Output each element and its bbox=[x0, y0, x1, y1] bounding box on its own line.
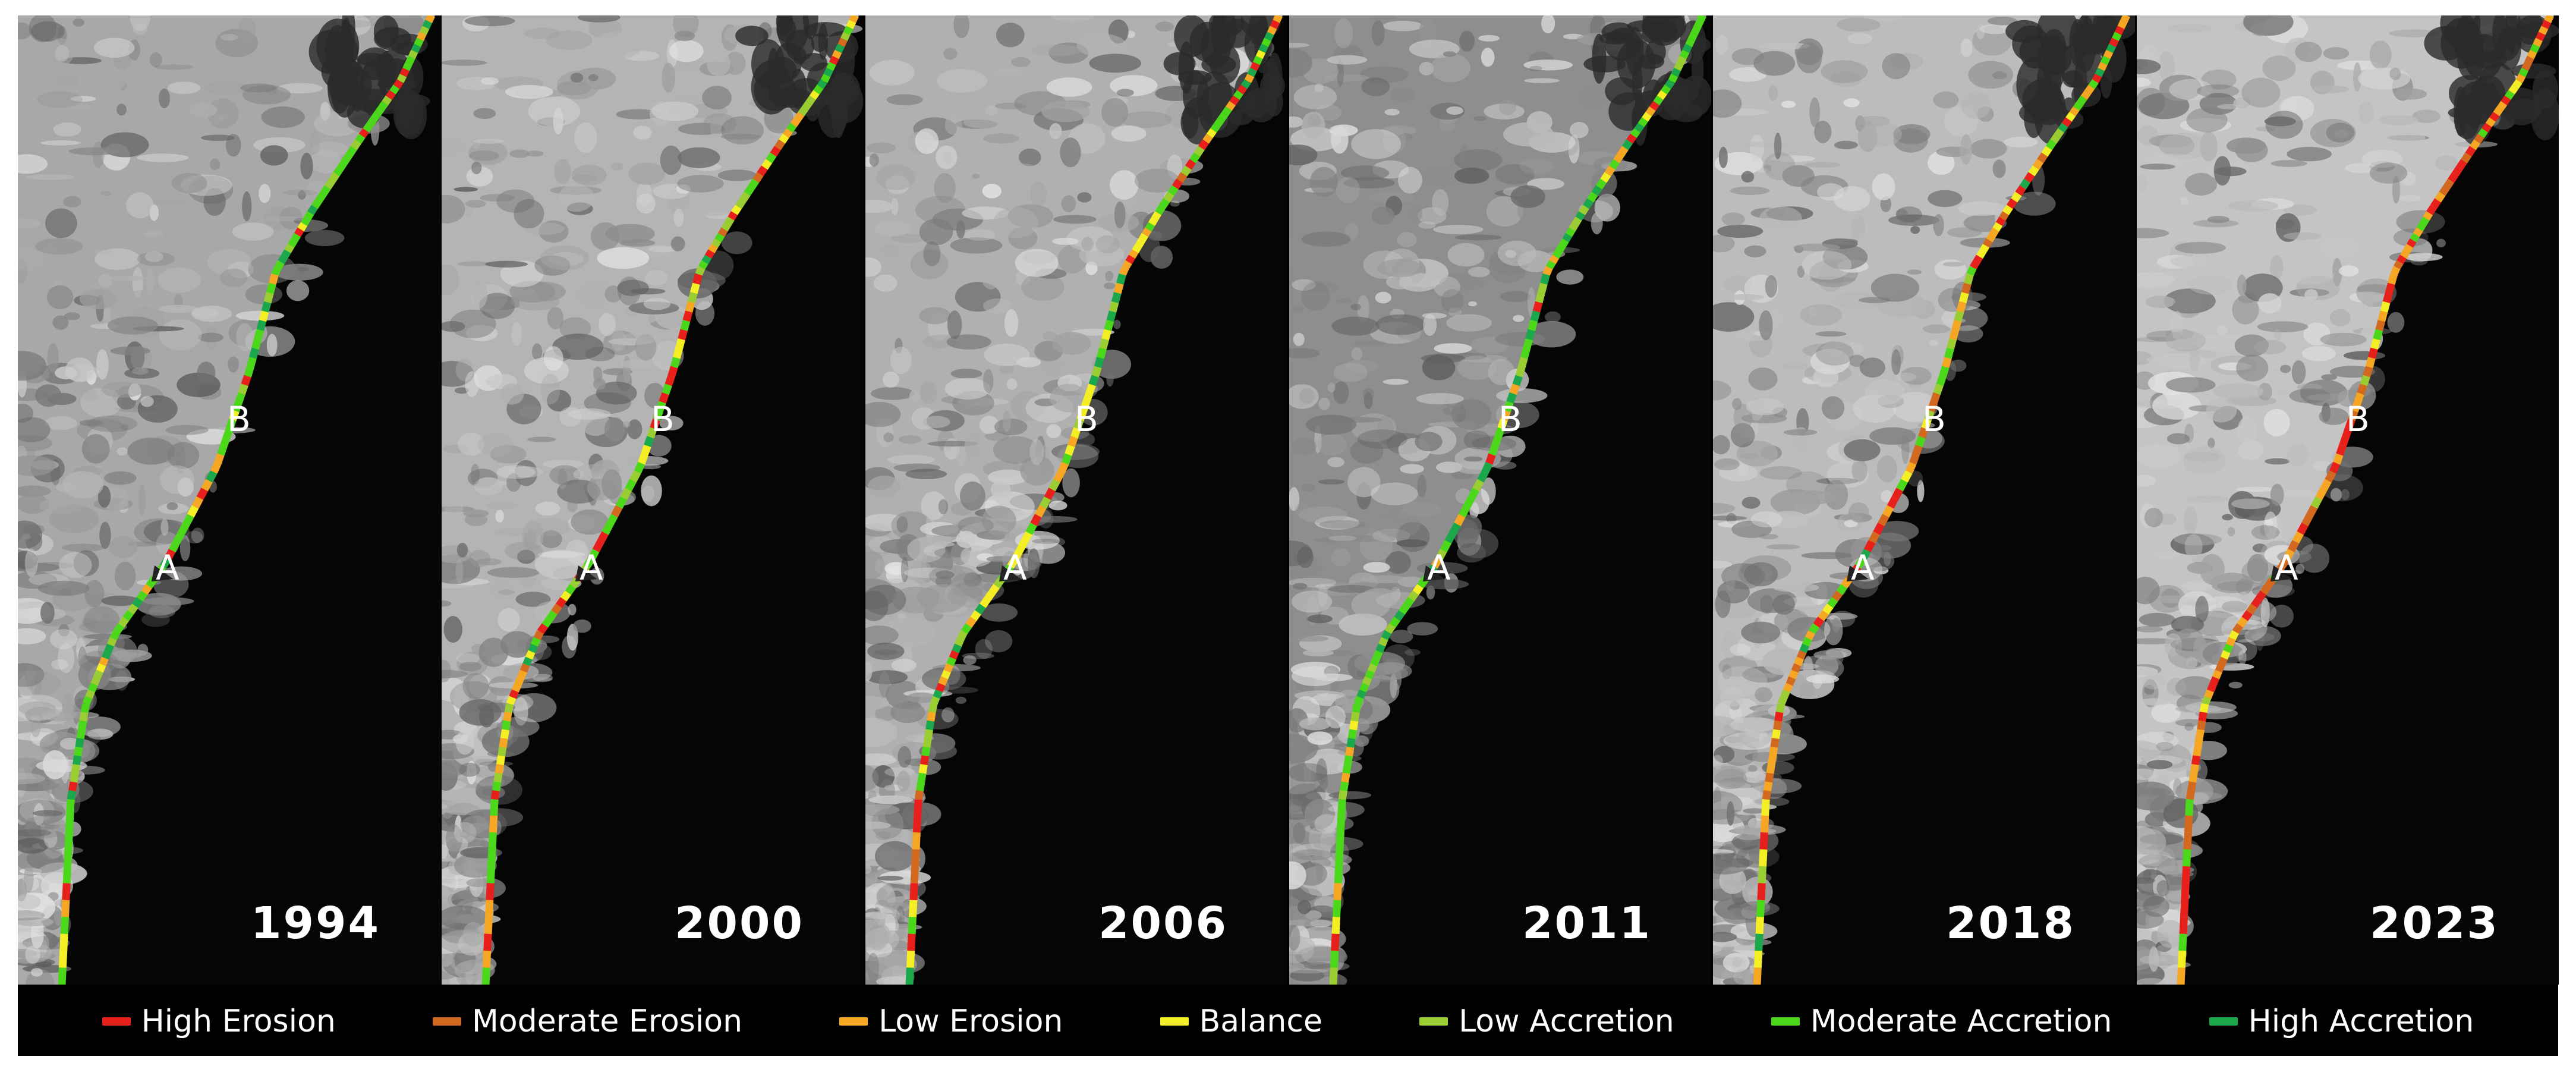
swatch-icon bbox=[433, 1017, 462, 1026]
legend-item-moderate-accretion: Moderate Accretion bbox=[1771, 1004, 2112, 1039]
marker-a: A bbox=[1851, 548, 1875, 588]
panel-2023: B A 2023 bbox=[2137, 15, 2559, 985]
year-label: 2011 bbox=[1522, 898, 1652, 949]
land-area bbox=[18, 15, 435, 985]
satellite-image bbox=[2137, 15, 2559, 985]
legend-item-high-erosion: High Erosion bbox=[102, 1004, 336, 1039]
shoreline-change-figure: B A 1994 B A 2000 B A 2006 B A 2011 B A … bbox=[18, 15, 2559, 1056]
legend-item-balance: Balance bbox=[1160, 1004, 1322, 1039]
year-label: 1994 bbox=[251, 898, 380, 949]
legend: High Erosion Moderate Erosion Low Erosio… bbox=[18, 987, 2558, 1056]
marker-a: A bbox=[580, 548, 603, 588]
river-mouth bbox=[1847, 565, 1869, 581]
legend-label: Low Accretion bbox=[1459, 1004, 1674, 1039]
legend-label: Moderate Erosion bbox=[472, 1004, 743, 1039]
river-mouth bbox=[1423, 565, 1445, 581]
swatch-icon bbox=[1160, 1017, 1189, 1026]
marker-a: A bbox=[156, 548, 179, 588]
land-texture bbox=[18, 15, 430, 985]
panel-2011: B A 2011 bbox=[1289, 15, 1711, 985]
land-texture bbox=[1289, 15, 1711, 985]
land-texture bbox=[865, 15, 1285, 985]
marker-b: B bbox=[651, 399, 675, 439]
swatch-icon bbox=[102, 1017, 131, 1026]
shoreline-change-segments bbox=[1753, 15, 2130, 985]
swatch-icon bbox=[1771, 1017, 1800, 1026]
legend-label: Balance bbox=[1199, 1004, 1322, 1039]
marker-a: A bbox=[1427, 548, 1451, 588]
shoreline-change-segments bbox=[1329, 15, 1706, 985]
marker-a: A bbox=[1003, 548, 1027, 588]
marker-b: B bbox=[1922, 399, 1946, 439]
land-area bbox=[2137, 15, 2554, 985]
shoreline-change-segments bbox=[58, 15, 435, 985]
satellite-panels: B A 1994 B A 2000 B A 2006 B A 2011 B A … bbox=[18, 15, 2559, 985]
shoreline-change-segments bbox=[2177, 15, 2554, 985]
marker-b: B bbox=[227, 399, 251, 439]
legend-item-low-erosion: Low Erosion bbox=[839, 1004, 1063, 1039]
marker-a: A bbox=[2275, 548, 2298, 588]
swatch-icon bbox=[1419, 1017, 1448, 1026]
swatch-icon bbox=[839, 1017, 868, 1026]
year-label: 2018 bbox=[1946, 898, 2076, 949]
satellite-image bbox=[442, 15, 864, 985]
legend-label: High Erosion bbox=[141, 1004, 336, 1039]
satellite-image bbox=[1289, 15, 1711, 985]
shoreline-change-segments bbox=[481, 15, 859, 985]
swatch-icon bbox=[2209, 1017, 2238, 1026]
legend-label: Low Erosion bbox=[878, 1004, 1063, 1039]
legend-label: Moderate Accretion bbox=[1810, 1004, 2112, 1039]
satellite-image bbox=[865, 15, 1285, 985]
land-texture bbox=[442, 15, 864, 985]
legend-label: High Accretion bbox=[2248, 1004, 2474, 1039]
land-area bbox=[865, 15, 1283, 985]
legend-item-high-accretion: High Accretion bbox=[2209, 1004, 2474, 1039]
panel-2000: B A 2000 bbox=[442, 15, 864, 985]
river-mouth bbox=[999, 565, 1021, 581]
river-mouth bbox=[2270, 565, 2292, 581]
legend-item-low-accretion: Low Accretion bbox=[1419, 1004, 1674, 1039]
legend-item-moderate-erosion: Moderate Erosion bbox=[433, 1004, 742, 1039]
shoreline-change-segments bbox=[905, 15, 1283, 985]
land-area bbox=[1713, 15, 2130, 985]
marker-b: B bbox=[2346, 399, 2370, 439]
year-label: 2000 bbox=[675, 898, 804, 949]
river-mouth bbox=[152, 565, 174, 581]
satellite-image bbox=[1713, 15, 2135, 985]
satellite-image bbox=[18, 15, 435, 985]
marker-b: B bbox=[1498, 399, 1522, 439]
river-mouth bbox=[575, 565, 597, 581]
panel-1994: B A 1994 bbox=[18, 15, 440, 985]
marker-b: B bbox=[1075, 399, 1098, 439]
panel-2006: B A 2006 bbox=[865, 15, 1287, 985]
panel-2018: B A 2018 bbox=[1713, 15, 2135, 985]
year-label: 2006 bbox=[1098, 898, 1228, 949]
year-label: 2023 bbox=[2370, 898, 2499, 949]
